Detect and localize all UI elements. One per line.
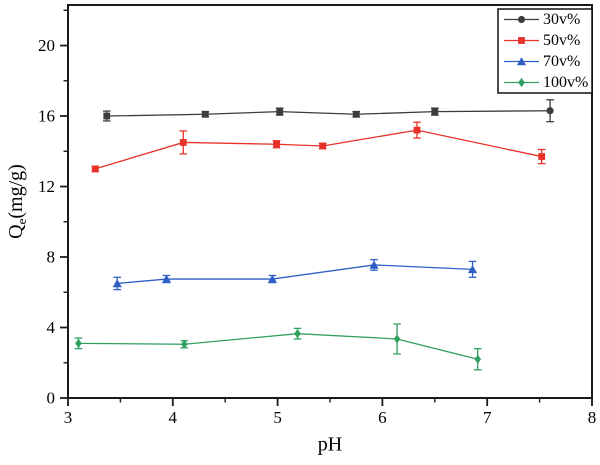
y-axis-tick-label: 4	[47, 318, 56, 337]
data-point-marker	[474, 354, 482, 364]
x-axis-tick-label: 8	[588, 408, 597, 427]
data-point-marker	[267, 274, 277, 283]
data-point-marker	[393, 334, 401, 344]
series-30v	[102, 99, 554, 123]
data-point-marker	[431, 108, 439, 116]
x-axis-tick-label: 3	[64, 408, 73, 427]
x-axis-tick-label: 5	[273, 408, 282, 427]
data-point-marker	[273, 140, 280, 148]
legend-label: 50v%	[543, 32, 580, 49]
plot-frame	[67, 4, 593, 399]
legend: 30v% 50v% 70v% 100v%	[497, 8, 593, 94]
legend-item-70v: 70v%	[504, 53, 580, 70]
x-axis-tick-label: 4	[169, 408, 178, 427]
data-point-marker	[103, 112, 111, 120]
legend-marker-circle	[517, 15, 526, 24]
series-70v	[112, 259, 478, 291]
data-point-marker	[369, 260, 379, 269]
y-axis-label: Qe(mg/g)	[5, 164, 29, 239]
data-point-marker	[352, 110, 360, 118]
y-axis-tick-label: 0	[47, 389, 56, 408]
data-point-marker	[201, 110, 209, 118]
legend-marker-triangle	[516, 57, 527, 66]
data-point-marker	[179, 139, 187, 146]
legend-box	[497, 8, 593, 94]
legend-label: 30v%	[543, 11, 580, 28]
data-point-marker	[112, 279, 122, 288]
x-axis-label: pH	[318, 434, 342, 456]
data-point-marker	[467, 264, 478, 274]
data-point-marker	[294, 329, 301, 339]
series-line	[95, 129, 542, 170]
series-line	[106, 110, 551, 117]
data-point-marker	[181, 339, 188, 349]
data-point-marker	[75, 338, 82, 348]
legend-label: 100v%	[543, 74, 588, 91]
legend-item-100v: 100v%	[504, 74, 588, 91]
series-50v	[91, 121, 546, 173]
data-point-marker	[161, 274, 172, 283]
legend-marker-square	[518, 37, 525, 44]
data-point-marker	[413, 126, 421, 134]
series-line	[78, 333, 478, 360]
x-axis-tick-label: 6	[378, 408, 387, 427]
series-line	[117, 264, 473, 285]
y-axis-tick-label: 8	[47, 248, 56, 267]
legend-item-30v: 30v%	[504, 11, 580, 28]
data-point-marker	[91, 165, 99, 173]
y-axis-tick-label: 12	[38, 177, 55, 196]
data-point-marker	[546, 107, 554, 115]
legend-marker-diamond	[518, 77, 525, 88]
legend-item-50v: 50v%	[504, 32, 580, 49]
legend-label: 70v%	[543, 53, 580, 70]
y-axis-tick-label: 16	[38, 107, 55, 126]
y-axis-tick-label: 20	[38, 36, 55, 55]
series-100v	[74, 323, 482, 371]
data-point-marker	[538, 153, 546, 160]
data-point-marker	[319, 142, 327, 150]
x-axis-tick-label: 7	[483, 408, 492, 427]
data-point-marker	[276, 108, 284, 116]
